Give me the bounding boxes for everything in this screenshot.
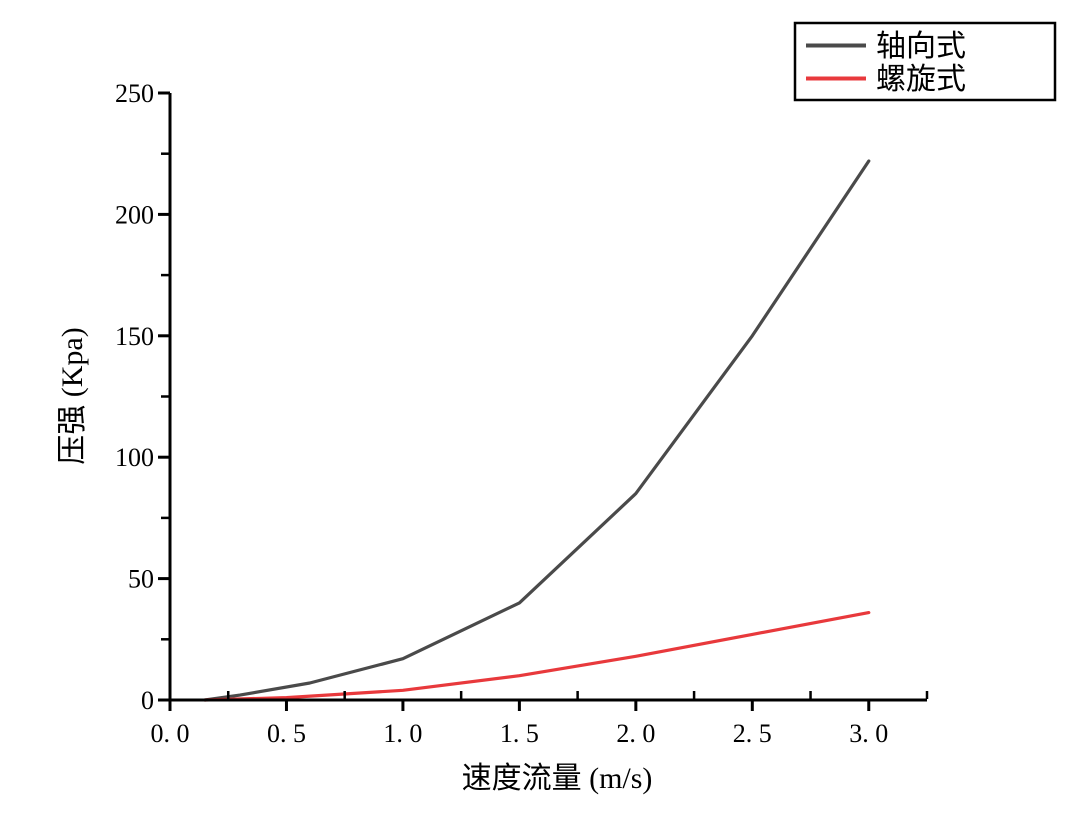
legend-label-spiral: 螺旋式 <box>876 63 966 96</box>
x-tick-label: 1. 0 <box>383 719 422 748</box>
x-tick-label: 2. 0 <box>616 719 655 748</box>
x-tick-label: 0. 0 <box>151 719 190 748</box>
x-tick-label: 2. 5 <box>733 719 772 748</box>
series-lines <box>203 159 871 702</box>
x-tick-label: 0. 5 <box>267 719 306 748</box>
y-tick-label: 50 <box>128 565 154 594</box>
y-axis-title: 压强 (Kpa) <box>56 327 89 464</box>
legend-item-spiral: 螺旋式 <box>806 63 966 96</box>
axis-tick-labels: 0. 0 0. 5 1. 0 1. 5 2. 0 2. 5 3. 0 0 50 100 150 200… <box>115 79 888 748</box>
x-tick-label: 3. 0 <box>849 719 888 748</box>
y-tick-label: 100 <box>115 443 154 472</box>
legend-label-axial: 轴向式 <box>876 30 966 63</box>
y-tick-label: 0 <box>141 686 154 715</box>
series-line-axial <box>203 159 871 702</box>
y-tick-label: 200 <box>115 200 154 229</box>
x-tick-label: 1. 5 <box>500 719 539 748</box>
x-axis-title: 速度流量 (m/s) <box>462 762 653 795</box>
axes <box>168 93 927 702</box>
legend-box: 轴向式 螺旋式 <box>793 21 1057 102</box>
y-tick-label: 250 <box>115 79 154 108</box>
y-tick-label: 150 <box>115 322 154 351</box>
legend-item-axial: 轴向式 <box>806 30 966 63</box>
axis-ticks <box>158 91 929 711</box>
legend-border <box>793 21 1057 102</box>
series-line-spiral <box>203 610 871 702</box>
